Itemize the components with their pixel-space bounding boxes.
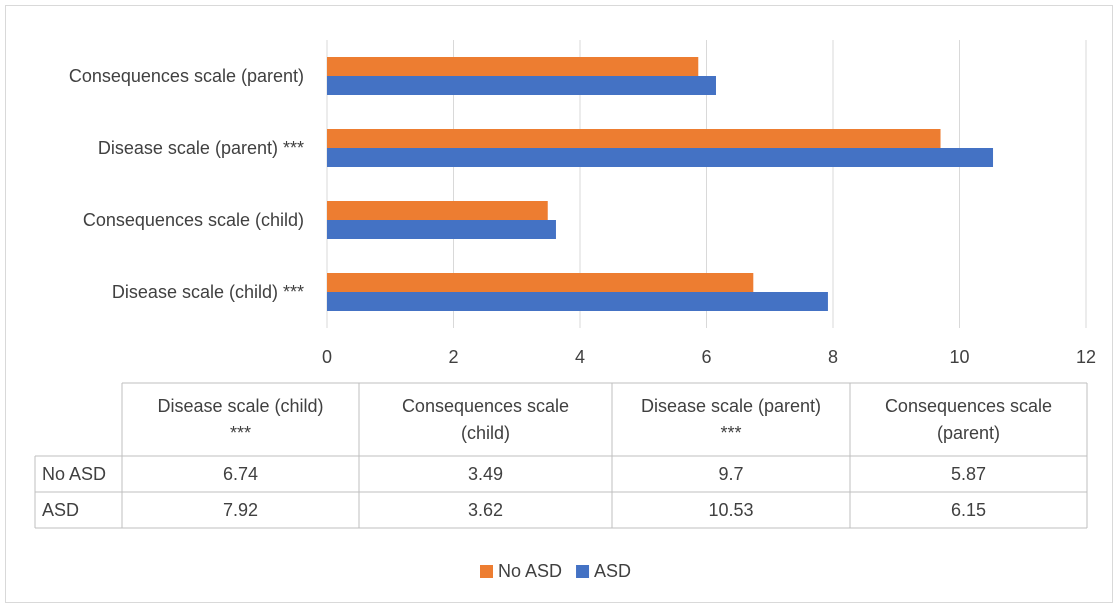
bar-asd [327,76,716,95]
legend-label: ASD [594,561,631,581]
table-cell: 6.74 [223,464,258,484]
table-row-label: No ASD [42,464,106,484]
x-tick-label: 12 [1076,347,1096,367]
bar-asd [327,220,556,239]
table-cell: 10.53 [708,500,753,520]
legend-swatch [576,565,590,578]
table-header: Disease scale (parent) [641,396,821,416]
bars [327,57,994,311]
table-cell: 3.62 [468,500,503,520]
table-cell: 9.7 [718,464,743,484]
bar-no-asd [327,129,941,148]
table-header: Consequences scale [885,396,1052,416]
x-tick-labels: 0 2 4 6 8 10 12 [322,347,1096,367]
bar-asd [327,148,994,167]
legend: No ASD ASD [480,561,631,581]
table-cell: 7.92 [223,500,258,520]
bar-no-asd [327,201,548,220]
table-header: Consequences scale [402,396,569,416]
x-tick-label: 6 [701,347,711,367]
category-label: Consequences scale (child) [83,210,304,230]
x-tick-label: 0 [322,347,332,367]
table-header: *** [720,423,741,443]
category-labels: Disease scale (child) *** Consequences sc… [69,66,304,302]
x-tick-label: 10 [949,347,969,367]
legend-swatch [480,565,493,578]
table-cell: 3.49 [468,464,503,484]
table-header: Disease scale (child) [157,396,323,416]
x-tick-label: 2 [448,347,458,367]
bar-asd [327,292,828,311]
table-header: *** [230,423,251,443]
table-row-label: ASD [42,500,79,520]
category-label: Disease scale (child) *** [112,282,304,302]
table-cell: 6.15 [951,500,986,520]
table-header: (parent) [937,423,1000,443]
table-cell: 5.87 [951,464,986,484]
data-table: Disease scale (child) *** Consequences sca… [34,382,1088,529]
category-label: Disease scale (parent) *** [98,138,304,158]
table-header: (child) [461,423,510,443]
bar-no-asd [327,57,699,76]
legend-label: No ASD [498,561,562,581]
x-tick-label: 8 [828,347,838,367]
bar-no-asd [327,273,754,292]
x-tick-label: 4 [575,347,585,367]
category-label: Consequences scale (parent) [69,66,304,86]
